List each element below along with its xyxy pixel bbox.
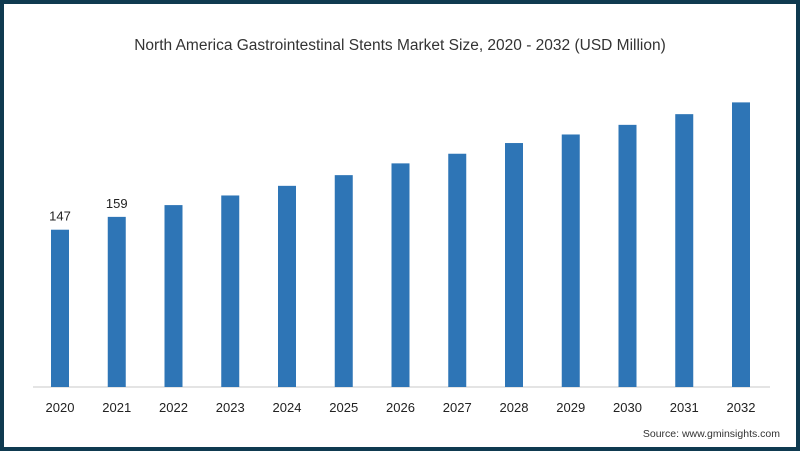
bar-2025 (334, 175, 353, 387)
bar-2030 (618, 124, 637, 387)
bar-2023 (221, 195, 240, 387)
source-note: Source: www.gminsights.com (643, 428, 780, 440)
bar-2026 (391, 163, 410, 387)
x-tick-2031: 2031 (670, 400, 699, 415)
bar-2022 (164, 205, 183, 387)
x-tick-2022: 2022 (159, 400, 188, 415)
x-tick-2032: 2032 (727, 400, 756, 415)
x-tick-2029: 2029 (556, 400, 585, 415)
bar-2029 (561, 134, 580, 387)
x-tick-2027: 2027 (443, 400, 472, 415)
data-label-2021: 159 (106, 196, 128, 211)
x-tick-2021: 2021 (102, 400, 131, 415)
bar-2021 (107, 216, 126, 387)
bar-2032 (732, 102, 750, 387)
x-tick-2024: 2024 (273, 400, 302, 415)
x-tick-2030: 2030 (613, 400, 642, 415)
x-tick-2026: 2026 (386, 400, 415, 415)
x-tick-2028: 2028 (500, 400, 529, 415)
bar-2031 (675, 114, 694, 388)
x-tick-2025: 2025 (329, 400, 358, 415)
bar-2028 (505, 143, 523, 387)
data-label-2020: 147 (49, 209, 71, 224)
x-tick-2020: 2020 (46, 400, 75, 415)
bar-2024 (278, 185, 296, 387)
chart-title: North America Gastrointestinal Stents Ma… (134, 37, 666, 54)
bar-2027 (448, 153, 467, 387)
bar-2020 (51, 229, 69, 387)
x-tick-2023: 2023 (216, 400, 245, 415)
